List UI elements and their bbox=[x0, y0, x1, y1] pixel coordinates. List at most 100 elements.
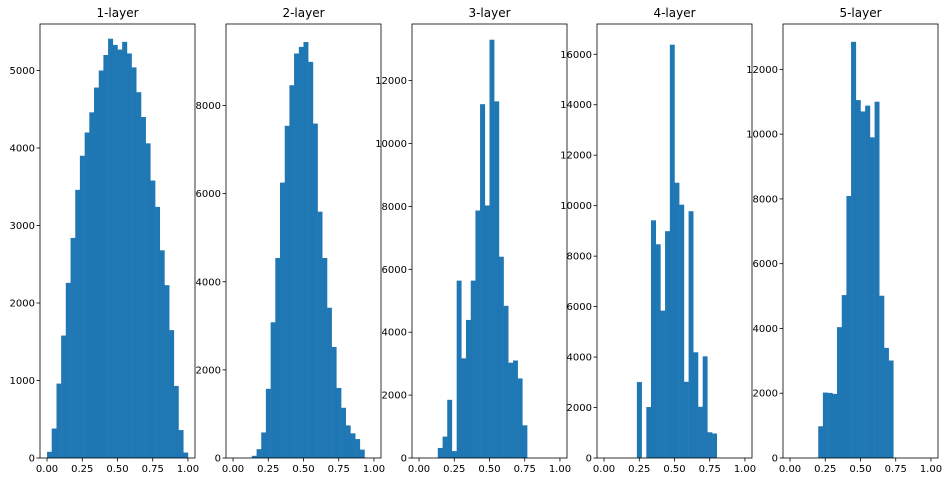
x-tick-label: 0.25 bbox=[814, 464, 836, 475]
histogram-bar bbox=[655, 244, 661, 458]
histogram-bar bbox=[503, 305, 509, 458]
histogram-bar bbox=[261, 432, 267, 458]
y-tick-label: 8000 bbox=[753, 194, 778, 205]
histogram-bar bbox=[437, 447, 443, 458]
histogram-bar bbox=[884, 347, 889, 458]
x-tick-label: 1.00 bbox=[363, 464, 385, 475]
histogram-bar bbox=[126, 53, 132, 458]
histogram-bar bbox=[79, 155, 85, 458]
histogram-bar bbox=[131, 67, 137, 459]
histogram-bar bbox=[851, 41, 857, 459]
histogram-bar bbox=[489, 39, 495, 458]
subplot-title: 2-layer bbox=[282, 6, 324, 20]
histogram-bar bbox=[517, 378, 523, 458]
histogram-bar bbox=[674, 182, 680, 458]
histogram-bar bbox=[265, 388, 271, 458]
histogram-bar bbox=[150, 180, 156, 459]
histogram-bar bbox=[855, 100, 861, 459]
histogram-bar bbox=[522, 425, 528, 458]
x-tick-label: 0.00 bbox=[36, 464, 58, 475]
x-tick-label: 0.00 bbox=[593, 464, 615, 475]
x-tick-label: 0.25 bbox=[443, 464, 465, 475]
histogram-bar bbox=[874, 101, 880, 458]
histogram-bar bbox=[178, 430, 184, 458]
x-tick-label: 1.00 bbox=[920, 464, 942, 475]
histogram-bar bbox=[164, 285, 170, 458]
subplot-3: 0.00 0.25 0.50 0.75 1.00 0 2000 4000 6000 8000 100… bbox=[375, 6, 571, 475]
y-tick-label: 4000 bbox=[567, 353, 592, 364]
y-tick-label: 12000 bbox=[375, 76, 407, 87]
y-tick-label: 6000 bbox=[196, 189, 221, 200]
histogram-bar bbox=[494, 101, 500, 459]
x-tick-label: 0.50 bbox=[849, 464, 871, 475]
histogram-bar bbox=[702, 356, 708, 458]
histogram-bar bbox=[636, 382, 642, 458]
histogram-bar bbox=[665, 231, 671, 458]
histogram-bar bbox=[513, 360, 518, 458]
histogram-bar bbox=[303, 42, 309, 459]
histogram-bar bbox=[679, 204, 685, 458]
histogram-bar bbox=[173, 385, 179, 458]
histogram-bar bbox=[117, 49, 123, 458]
x-tick-label: 1.00 bbox=[177, 464, 199, 475]
y-tick-label: 2000 bbox=[382, 391, 407, 402]
histogram-bar bbox=[155, 206, 161, 458]
histogram-bar bbox=[879, 295, 885, 458]
histogram-bar bbox=[451, 451, 457, 458]
histogram-bar bbox=[75, 189, 81, 458]
histogram-bar bbox=[650, 220, 657, 458]
x-tick-label: 0.00 bbox=[779, 464, 801, 475]
histogram-bar bbox=[56, 383, 62, 458]
histogram-bar bbox=[103, 55, 109, 458]
histogram-bar bbox=[145, 143, 151, 458]
histogram-bar bbox=[289, 85, 295, 459]
subplot-1: 0.00 0.25 0.50 0.75 1.00 0 1000 2000 3000 4000 500… bbox=[10, 6, 200, 475]
histogram-bar bbox=[865, 105, 871, 459]
x-tick-label: 1.00 bbox=[549, 464, 571, 475]
y-tick-label: 12000 bbox=[746, 65, 778, 76]
subplot-title: 5-layer bbox=[839, 6, 881, 20]
x-tick-label: 0.75 bbox=[885, 464, 907, 475]
histogram-bar bbox=[183, 452, 189, 458]
x-tick-label: 0.00 bbox=[408, 464, 430, 475]
histogram-bar bbox=[475, 210, 481, 458]
y-tick-label: 0 bbox=[401, 454, 407, 465]
x-tick-label: 0.75 bbox=[514, 464, 536, 475]
x-tick-label: 0.75 bbox=[142, 464, 164, 475]
histogram-bar bbox=[61, 335, 67, 458]
y-tick-label: 6000 bbox=[382, 265, 407, 276]
x-tick-label: 0.50 bbox=[663, 464, 685, 475]
histogram-bar bbox=[698, 406, 703, 458]
y-tick-label: 1000 bbox=[10, 376, 35, 387]
histogram-bar bbox=[322, 257, 328, 458]
histogram-bar bbox=[508, 362, 514, 458]
histogram-bar bbox=[822, 392, 828, 458]
histogram-bar bbox=[836, 327, 843, 458]
histogram-bar bbox=[470, 280, 476, 458]
x-tick-label: 0.25 bbox=[71, 464, 93, 475]
subplot-2: 0.00 0.25 0.50 0.75 1.00 0 2000 4000 6000 8000 2-l… bbox=[196, 6, 386, 475]
y-tick-label: 8000 bbox=[196, 101, 221, 112]
histogram-bar bbox=[141, 117, 146, 458]
histogram-bar bbox=[93, 87, 100, 459]
histogram-bar bbox=[51, 428, 57, 458]
histogram-bar bbox=[122, 41, 128, 458]
histogram-bar bbox=[818, 426, 824, 458]
histogram-bar bbox=[159, 250, 165, 458]
x-tick-label: 0.00 bbox=[222, 464, 244, 475]
y-tick-label: 0 bbox=[215, 454, 221, 465]
histogram-bar bbox=[846, 195, 852, 459]
histogram-bar bbox=[345, 425, 351, 458]
histogram-bar bbox=[284, 125, 290, 458]
histogram-bar bbox=[279, 182, 286, 458]
y-tick-label: 0 bbox=[29, 454, 35, 465]
histogram-bar bbox=[331, 346, 337, 458]
y-tick-label: 14000 bbox=[560, 100, 592, 111]
x-tick-label: 0.50 bbox=[478, 464, 500, 475]
histogram-bar bbox=[688, 211, 694, 458]
histogram-bar bbox=[712, 433, 718, 458]
histogram-bar bbox=[841, 295, 847, 458]
y-tick-label: 4000 bbox=[753, 324, 778, 335]
x-tick-label: 0.25 bbox=[628, 464, 650, 475]
y-tick-label: 4000 bbox=[196, 277, 221, 288]
